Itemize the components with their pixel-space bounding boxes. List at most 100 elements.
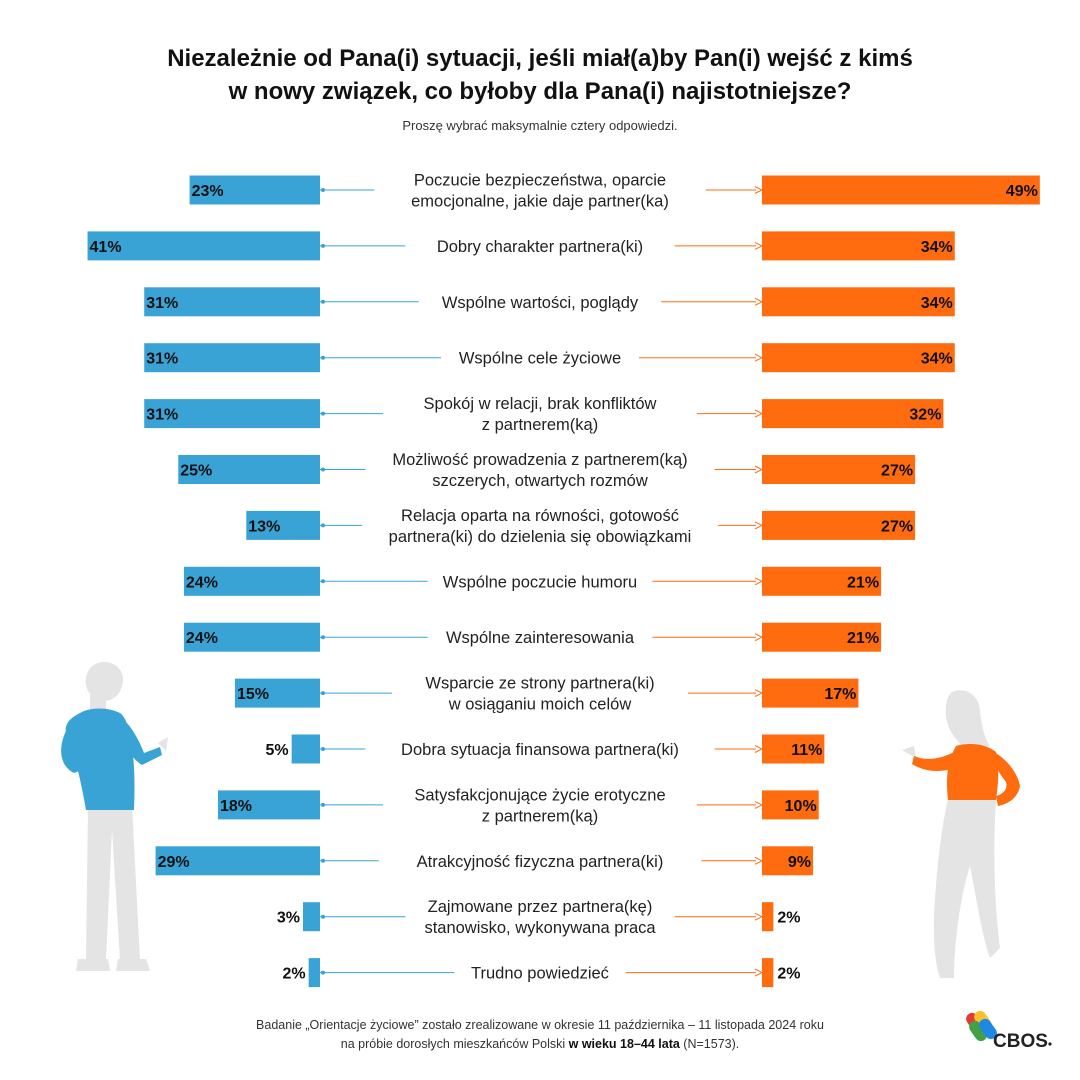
category-label-line: Satysfakcjonujące życie erotyczne (414, 786, 665, 804)
value-label-right: 11% (791, 742, 822, 759)
bar-right (762, 902, 774, 932)
value-label-right: 21% (847, 630, 879, 647)
chart-row: Spokój w relacji, brak konfliktów z partn… (144, 395, 944, 434)
bar-left (87, 231, 320, 261)
bar-right (762, 510, 916, 540)
value-label-right: 32% (909, 407, 941, 424)
value-label-left: 24% (186, 574, 218, 591)
connector-left-dot (321, 747, 325, 751)
bar-right (762, 958, 774, 988)
chart-row: Poczucie bezpieczeństwa, oparcie emocjona… (189, 172, 1040, 211)
chart-row: Satysfakcjonujące życie erotyczne z partn… (217, 786, 819, 825)
value-label-right: 2% (777, 910, 800, 927)
woman-blouse (946, 744, 999, 800)
category-label-line: z partnerem(ką) (482, 416, 598, 434)
chart-row: Zajmowane przez partnera(kę) stanowisko, … (277, 898, 801, 937)
value-label-left: 24% (186, 630, 218, 647)
category-label: Atrakcyjność fizyczna partnera(ki) (417, 853, 664, 871)
chart-title: Niezależnie od Pana(i) sytuacji, jeśli m… (90, 42, 990, 108)
category-label-line: Możliwość prowadzenia z partnerem(ką) (392, 451, 687, 469)
connector-left-dot (321, 188, 325, 192)
value-label-left: 31% (146, 295, 178, 312)
bar-right (762, 790, 819, 820)
man-figure-illustration (61, 661, 168, 971)
category-label-line: emocjonalne, jakie daje partner(ka) (411, 193, 669, 211)
connector-right-arrow (754, 968, 764, 977)
value-label-left: 3% (277, 910, 300, 927)
value-label-left: 2% (283, 966, 306, 983)
category-label-line: Wsparcie ze strony partnera(ki) (425, 675, 654, 693)
survey-footnote: Badanie „Orientacje życiowe” zostało zre… (150, 1016, 930, 1054)
bar-right (762, 231, 955, 261)
footnote-line-2-bold: w wieku 18–44 lata (568, 1037, 680, 1051)
value-label-right: 49% (1006, 183, 1038, 200)
category-label-line: partnera(ki) do dzielenia się obowiązkam… (389, 528, 692, 546)
chart-subtitle: Proszę wybrać maksymalnie cztery odpowie… (402, 118, 678, 133)
man-shirt (65, 708, 135, 810)
category-label: Wspólne zainteresowania (446, 629, 635, 647)
cbos-logo-mark (966, 1010, 997, 1042)
connector-right-arrow (754, 353, 764, 362)
bar-left (144, 343, 320, 373)
cbos-logo: CBOS (966, 1010, 1052, 1050)
chart-row: Wspólne wartości, poglądy 31% 34% (144, 287, 955, 317)
bar-right (762, 455, 916, 484)
bar-left (291, 734, 320, 764)
connector-right-arrow (754, 409, 764, 418)
chart-row: Wspólne poczucie humoru 24% 21% (183, 566, 882, 596)
category-label-line: Spokój w relacji, brak konfliktów (424, 395, 657, 413)
bar-left (183, 622, 320, 652)
bar-left (155, 846, 320, 876)
value-label-right: 27% (881, 518, 913, 535)
title-line-2: w nowy związek, co byłoby dla Pana(i) na… (228, 78, 852, 105)
bar-right (762, 566, 882, 596)
connector-right-arrow (754, 241, 764, 250)
connector-right-arrow (754, 186, 764, 194)
value-label-left: 15% (237, 686, 269, 703)
bar-left (302, 902, 320, 932)
category-label: Zajmowane przez partnera(kę) stanowisko, … (424, 898, 656, 937)
connector-right-arrow (754, 689, 764, 698)
category-label: Dobry charakter partnera(ki) (437, 238, 643, 256)
bar-right (762, 287, 955, 317)
connector-left-dot (321, 355, 325, 360)
connector-left-dot (321, 970, 325, 975)
bar-left (183, 566, 320, 596)
chart-row: Dobra sytuacja finansowa partnera(ki) 5% 1… (266, 734, 825, 764)
value-label-right: 34% (921, 351, 953, 368)
footnote-line-2-start: na próbie dorosłych mieszkańców Polski (340, 1037, 569, 1051)
chart-row: Wspólne zainteresowania 24% 21% (183, 622, 882, 652)
category-label: Wsparcie ze strony partnera(ki) w osiągan… (425, 675, 654, 714)
diverging-bar-chart: Poczucie bezpieczeństwa, oparcie emocjona… (87, 172, 1040, 988)
bar-right (762, 734, 825, 764)
bar-left (234, 678, 320, 708)
bar-left (144, 287, 320, 317)
value-label-left: 31% (146, 351, 178, 368)
value-label-right: 34% (921, 295, 953, 312)
connector-right-arrow (754, 465, 764, 474)
connector-left-dot (321, 858, 325, 863)
value-label-right: 9% (788, 854, 811, 871)
chart-row: Dobry charakter partnera(ki) 41% 34% (87, 231, 955, 261)
bar-right (762, 622, 882, 652)
chart-row: Trudno powiedzieć 2% 2% (283, 958, 800, 988)
connector-left-dot (321, 802, 325, 807)
connector-left-dot (321, 914, 325, 919)
category-label-line: Zajmowane przez partnera(kę) (428, 898, 653, 916)
connector-right-arrow (754, 912, 764, 921)
value-label-left: 41% (90, 239, 122, 256)
category-label-line: w osiąganiu moich celów (448, 696, 632, 714)
connector-left-dot (321, 523, 325, 528)
category-label: Możliwość prowadzenia z partnerem(ką) szc… (392, 451, 687, 490)
category-label: Wspólne cele życiowe (459, 350, 621, 368)
bar-left (308, 958, 320, 988)
category-label: Wspólne poczucie humoru (443, 573, 637, 591)
value-label-left: 18% (220, 798, 252, 815)
bar-left (144, 399, 320, 429)
chart-row: Relacja oparta na równości, gotowość part… (246, 507, 916, 546)
chart-row: Wsparcie ze strony partnera(ki) w osiągan… (234, 675, 859, 714)
bar-right (762, 343, 955, 373)
category-label: Dobra sytuacja finansowa partnera(ki) (401, 741, 679, 759)
connector-left-dot (321, 467, 325, 472)
bar-right (762, 678, 859, 708)
